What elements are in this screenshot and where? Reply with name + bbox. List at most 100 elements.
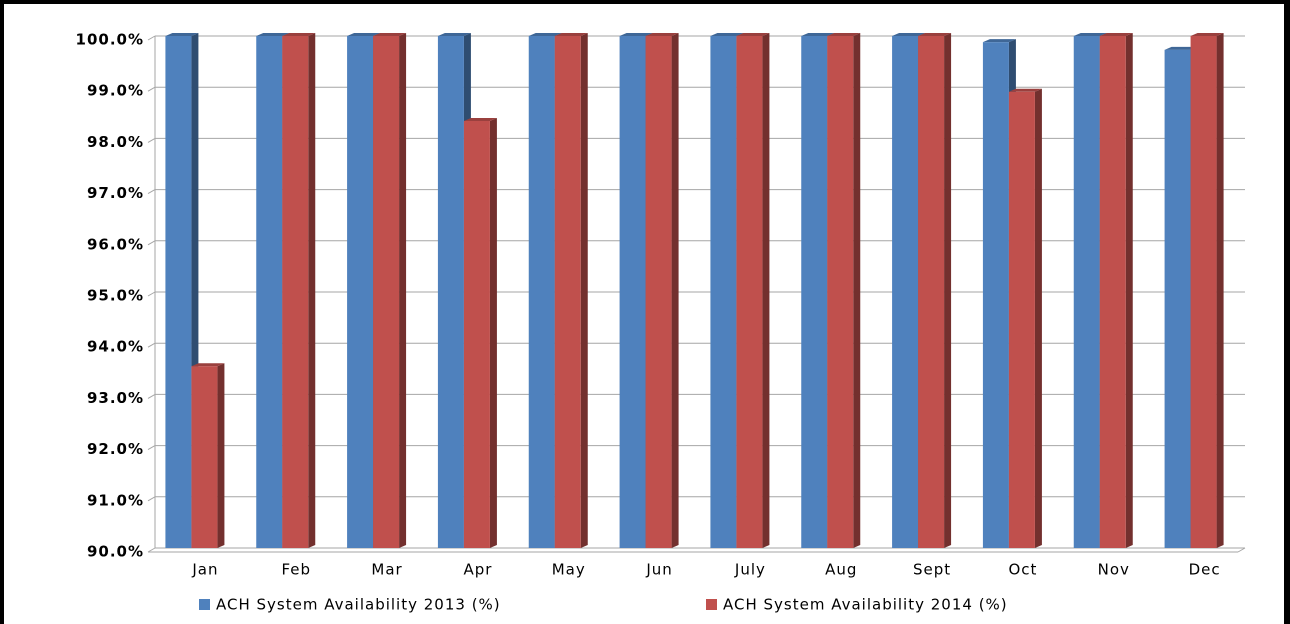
- y-tick-label: 99.0%: [87, 82, 144, 100]
- bar-side: [580, 33, 588, 548]
- bar: [982, 42, 1009, 548]
- bar-top: [256, 33, 290, 36]
- bar: [710, 36, 737, 548]
- bar: [1073, 36, 1100, 548]
- bar-side: [1034, 88, 1042, 549]
- bar-side: [217, 363, 225, 548]
- legend-label: ACH System Availability 2014 (%): [723, 596, 1008, 614]
- y-tick-label: 93.0%: [87, 389, 144, 407]
- bar-side: [399, 33, 407, 548]
- x-tick-label: Jan: [191, 561, 218, 579]
- bar: [827, 36, 854, 548]
- frame-right: [1284, 0, 1290, 624]
- bar-side: [308, 33, 316, 548]
- bar-side: [944, 33, 952, 548]
- bar-top: [645, 33, 679, 36]
- bar-side: [671, 33, 679, 548]
- bar-side: [1216, 33, 1224, 548]
- bar-side: [762, 33, 770, 548]
- bar: [554, 36, 581, 548]
- frame-left: [0, 0, 4, 624]
- x-tick-label: May: [552, 561, 586, 579]
- y-tick-label: 94.0%: [87, 338, 144, 356]
- bar-top: [554, 33, 588, 36]
- x-tick-label: Nov: [1098, 561, 1130, 579]
- y-tick-label: 95.0%: [87, 287, 144, 305]
- bar-top: [736, 33, 770, 36]
- y-tick-label: 96.0%: [87, 235, 144, 253]
- bar-top: [619, 33, 653, 36]
- bar-top: [1073, 33, 1107, 36]
- x-tick-label: Sept: [913, 561, 951, 579]
- bar: [437, 36, 464, 548]
- bar: [892, 36, 919, 548]
- bar: [801, 36, 828, 548]
- bar-top: [827, 33, 861, 36]
- bar-top: [437, 33, 471, 36]
- grid-line-wall: [147, 137, 156, 143]
- x-tick-label: Jun: [645, 561, 672, 579]
- bar: [528, 36, 555, 548]
- bar-top: [918, 33, 952, 36]
- grid-line-wall: [147, 189, 156, 195]
- axis-floor-end: [1237, 547, 1246, 553]
- bar: [645, 36, 672, 548]
- y-tick-label: 91.0%: [87, 491, 144, 509]
- bar: [619, 36, 646, 548]
- bar-top: [982, 39, 1016, 43]
- x-tick-label: Feb: [281, 561, 311, 579]
- bar-top: [528, 33, 562, 36]
- bar: [347, 36, 374, 548]
- grid-line-wall: [147, 35, 156, 41]
- grid-line-wall: [147, 496, 156, 502]
- bar: [1099, 36, 1126, 548]
- bar: [282, 36, 309, 548]
- bar-top: [191, 363, 225, 367]
- legend-swatch: [199, 599, 210, 610]
- bar: [918, 36, 945, 548]
- bar: [1190, 36, 1217, 548]
- grid-line-wall: [147, 342, 156, 348]
- bar-top: [892, 33, 926, 36]
- bar-top: [710, 33, 744, 36]
- x-tick-label: Apr: [463, 561, 492, 579]
- bar-top: [373, 33, 407, 36]
- grid-line-wall: [147, 291, 156, 297]
- bar-top: [1099, 33, 1133, 36]
- bar-top: [1164, 46, 1198, 50]
- bar-top: [347, 33, 381, 36]
- x-tick-label: July: [734, 561, 766, 579]
- bar: [373, 36, 400, 548]
- x-tick-label: Oct: [1008, 561, 1037, 579]
- y-tick-label: 90.0%: [87, 543, 144, 561]
- x-tick-label: Dec: [1189, 561, 1221, 579]
- bar: [1164, 49, 1191, 548]
- grid-line-wall: [147, 393, 156, 399]
- legend-label: ACH System Availability 2013 (%): [216, 596, 501, 614]
- frame-top: [0, 0, 1290, 4]
- bar-top: [1190, 33, 1224, 36]
- bar-side: [853, 33, 861, 548]
- bar-top: [282, 33, 316, 36]
- x-tick-label: Aug: [825, 561, 857, 579]
- grid-line-wall: [147, 240, 156, 246]
- bar: [165, 36, 192, 548]
- bar: [256, 36, 283, 548]
- y-tick-label: 100.0%: [76, 31, 144, 49]
- bar-top: [463, 117, 497, 121]
- bar-top: [1008, 88, 1042, 92]
- grid-line-wall: [147, 547, 156, 553]
- grid-line-wall: [147, 86, 156, 92]
- legend-swatch: [706, 599, 717, 610]
- bar: [463, 120, 490, 548]
- bar: [1008, 91, 1035, 549]
- bar-top: [801, 33, 835, 36]
- bar-top: [165, 33, 199, 36]
- x-tick-label: Mar: [371, 561, 402, 579]
- bar-side: [1125, 33, 1133, 548]
- bar: [736, 36, 763, 548]
- y-tick-label: 97.0%: [87, 184, 144, 202]
- y-tick-label: 98.0%: [87, 133, 144, 151]
